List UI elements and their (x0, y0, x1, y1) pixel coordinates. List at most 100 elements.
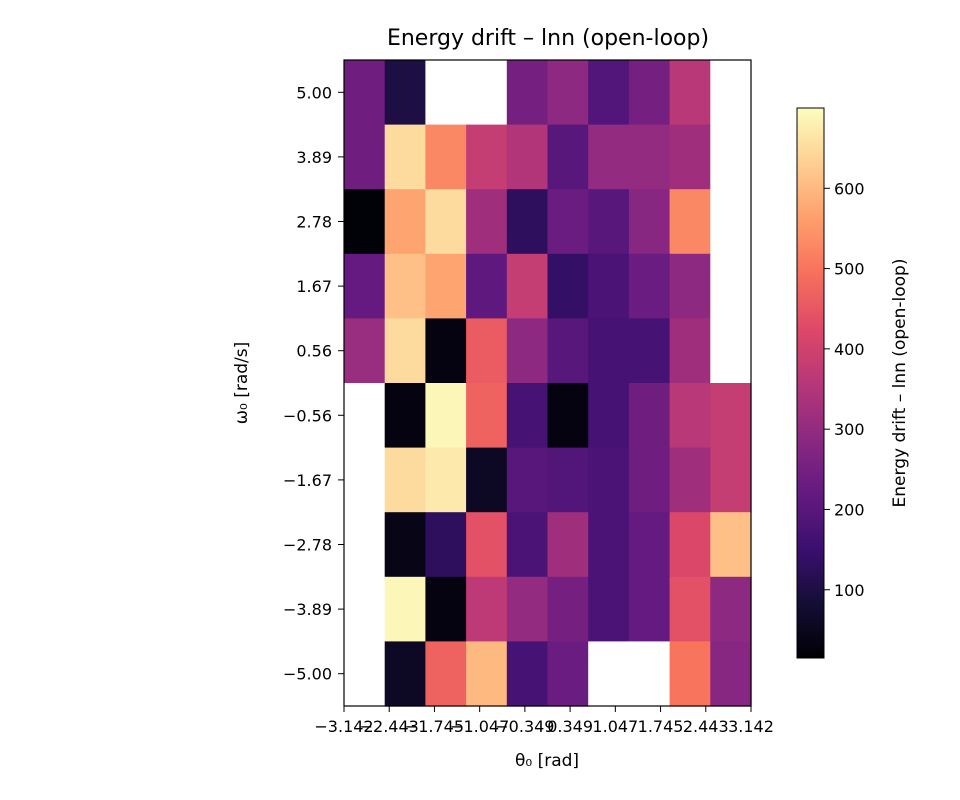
heatmap-cell (344, 189, 386, 255)
y-tick-label: −2.78 (283, 536, 332, 555)
heatmap-cell (628, 60, 671, 126)
heatmap-cell (506, 512, 549, 578)
y-axis-label: ω₀ [rad/s] (232, 342, 252, 425)
y-tick-label: −0.56 (283, 406, 332, 425)
heatmap-cell (384, 253, 426, 319)
heatmap-cell (384, 124, 426, 190)
y-tick-label: 0.56 (296, 342, 332, 361)
heatmap-cell (710, 383, 752, 449)
heatmap-cell (466, 512, 508, 578)
y-tick-label: −3.89 (283, 600, 332, 619)
heatmap-cell (628, 512, 671, 578)
heatmap-cell (710, 447, 752, 513)
heatmap-cell (425, 60, 467, 126)
y-tick-label: −5.00 (283, 665, 332, 684)
x-tick-label: 2.443 (683, 717, 729, 736)
x-tick-label: −3.142 (314, 717, 373, 736)
heatmap-cell (466, 124, 508, 190)
heatmap-cell (466, 383, 508, 449)
heatmap-cell (628, 189, 671, 255)
heatmap-cell (628, 253, 671, 319)
heatmap-cell (506, 253, 549, 319)
heatmap-cell (669, 124, 711, 190)
x-tick-label: 1.047 (592, 717, 638, 736)
heatmap-cell (425, 383, 467, 449)
heatmap-cell (628, 447, 671, 513)
heatmap-cell (669, 318, 711, 384)
heatmap-cell (588, 124, 630, 190)
heatmap-cell (466, 447, 508, 513)
heatmap-cell (466, 60, 508, 126)
heatmap-cell (344, 253, 386, 319)
heatmap-cell (710, 189, 752, 255)
heatmap-cell (506, 576, 549, 642)
x-tick-label: 0.349 (547, 717, 593, 736)
heatmap-cell (669, 576, 711, 642)
heatmap-cell (384, 641, 426, 707)
heatmap-cell (425, 318, 467, 384)
heatmap-cells (344, 60, 752, 707)
heatmap-cell (425, 124, 467, 190)
heatmap-cell (628, 124, 671, 190)
heatmap-cell (547, 383, 589, 449)
heatmap-cell (588, 253, 630, 319)
heatmap-cell (547, 124, 589, 190)
heatmap-cell (506, 383, 549, 449)
heatmap-cell (425, 641, 467, 707)
heatmap-cell (506, 318, 549, 384)
heatmap-cell (710, 512, 752, 578)
heatmap-cell (547, 447, 589, 513)
heatmap-cell (425, 512, 467, 578)
heatmap-cell (344, 641, 386, 707)
heatmap-cell (466, 318, 508, 384)
heatmap-cell (344, 318, 386, 384)
heatmap-cell (384, 576, 426, 642)
heatmap-cell (344, 60, 386, 126)
x-tick-label: −2.443 (360, 717, 419, 736)
heatmap-cell (344, 383, 386, 449)
heatmap-cell (384, 512, 426, 578)
heatmap-cell (425, 253, 467, 319)
heatmap-cell (547, 318, 589, 384)
colorbar-label: Energy drift – lnn (open-loop) (890, 259, 910, 508)
heatmap-cell (669, 383, 711, 449)
heatmap-cell (588, 383, 630, 449)
heatmap-cell (506, 124, 549, 190)
heatmap-cell (344, 576, 386, 642)
heatmap-cell (710, 641, 752, 707)
heatmap-cell (547, 641, 589, 707)
heatmap-cell (344, 447, 386, 513)
heatmap-cell (344, 512, 386, 578)
heatmap-cell (547, 576, 589, 642)
heatmap-cell (669, 447, 711, 513)
heatmap-cell (710, 124, 752, 190)
heatmap-cell (588, 641, 630, 707)
heatmap-cell (628, 641, 671, 707)
plot-frame (343, 59, 752, 707)
x-tick-label: 3.142 (728, 717, 774, 736)
heatmap-cell (384, 447, 426, 513)
colorbar-ticks: 100 200 300 400 500 600 (824, 179, 865, 600)
heatmap-cell (588, 576, 630, 642)
colorbar-tick-label: 100 (834, 581, 865, 600)
heatmap-cell (547, 189, 589, 255)
colorbar-tick-label: 200 (834, 500, 865, 519)
heatmap-cell (506, 447, 549, 513)
heatmap-cell (384, 383, 426, 449)
heatmap-cell (710, 60, 752, 126)
chart-title: Energy drift – lnn (open-loop) (387, 26, 709, 51)
y-tick-label: 2.78 (296, 213, 332, 232)
heatmap-cell (466, 641, 508, 707)
heatmap-cell (588, 318, 630, 384)
heatmap-cell (425, 447, 467, 513)
heatmap-cell (588, 447, 630, 513)
heatmap-cell (506, 641, 549, 707)
x-tick-label: −1.745 (405, 717, 464, 736)
colorbar-tick-label: 300 (834, 420, 865, 439)
heatmap-cell (547, 60, 589, 126)
x-axis-label: θ₀ [rad] (515, 751, 579, 771)
y-tick-label: 5.00 (296, 83, 332, 102)
colorbar-tick-label: 500 (834, 260, 865, 279)
